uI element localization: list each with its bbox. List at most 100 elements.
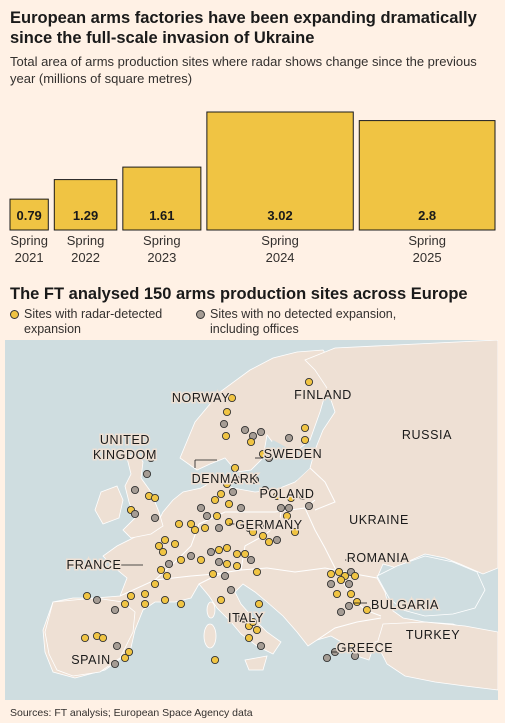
site-dot: [236, 613, 246, 623]
site-dot: [212, 511, 222, 521]
site-dot: [190, 525, 200, 535]
site-dot: [252, 567, 262, 577]
country-label-4: SWEDEN: [264, 447, 322, 461]
country-label-6: POLAND: [259, 487, 314, 501]
site-dot: [352, 597, 362, 607]
x-tick-label-2-0: Spring: [143, 233, 181, 248]
bar-chart: 0.79 Spring 2021 1.29 Spring 2022 1.61 Spring 20…: [9, 111, 496, 265]
site-dot: [216, 595, 226, 605]
bar-value-label-4: 2.8: [418, 208, 436, 223]
x-tick-label-2-1: 2023: [147, 250, 176, 265]
legend-no-expansion-swatch: [196, 310, 205, 319]
x-tick-label-3-0: Spring: [261, 233, 299, 248]
country-label-2-0: UNITED: [100, 433, 150, 447]
site-dot: [260, 485, 270, 495]
site-dot: [98, 633, 108, 643]
x-tick-label-1-0: Spring: [67, 233, 105, 248]
land-iberia: [44, 597, 136, 677]
site-dot: [240, 425, 250, 435]
site-dot: [154, 541, 164, 551]
site-dot: [224, 517, 234, 527]
site-dot: [110, 605, 120, 615]
bar-value-label-1: 1.29: [73, 208, 98, 223]
land-ireland: [94, 485, 124, 525]
site-dot: [142, 469, 152, 479]
x-tick-label-3-1: 2024: [266, 250, 295, 265]
land-sardinia: [203, 623, 217, 649]
x-tick-label-1-1: 2022: [71, 250, 100, 265]
site-dot: [220, 571, 230, 581]
country-label-8: UKRAINE: [349, 513, 409, 527]
site-dot: [350, 651, 360, 661]
bar-1: [53, 179, 118, 231]
site-dot: [332, 589, 342, 599]
bar-0: [9, 198, 49, 231]
site-dot: [146, 453, 156, 463]
site-dot: [164, 559, 174, 569]
site-dot: [214, 545, 224, 555]
site-dot: [156, 565, 166, 575]
x-tick-label-0-0: Spring: [10, 233, 48, 248]
land-sicily: [244, 655, 268, 671]
site-dot: [208, 569, 218, 579]
country-label-0: NORWAY: [172, 391, 230, 405]
country-label-3: DENMARK: [192, 472, 259, 486]
site-dot: [232, 549, 242, 559]
site-dot: [334, 567, 344, 577]
bar-4: [358, 120, 496, 231]
country-label-5: RUSSIA: [402, 428, 452, 442]
site-dot: [160, 595, 170, 605]
site-dot: [82, 591, 92, 601]
country-label-7: GERMANY: [235, 518, 302, 532]
country-label-1: FINLAND: [294, 388, 352, 402]
bar-2: [122, 166, 202, 231]
site-dot: [232, 475, 242, 485]
site-dot: [210, 655, 220, 665]
site-dot: [284, 503, 294, 513]
site-dot: [126, 591, 136, 601]
site-dot: [236, 503, 246, 513]
site-dot: [256, 641, 266, 651]
sea-black-sea: [376, 555, 486, 617]
site-dot: [272, 535, 282, 545]
country-label-15: SPAIN: [71, 653, 111, 667]
site-dot: [160, 535, 170, 545]
site-dot: [336, 607, 346, 617]
site-dot: [322, 653, 332, 663]
country-label-14: GREECE: [337, 641, 393, 655]
site-dot: [276, 503, 286, 513]
country-label-13: TURKEY: [406, 628, 460, 642]
site-dot: [362, 605, 372, 615]
site-dot: [286, 493, 296, 503]
site-dot: [344, 601, 354, 611]
site-dot: [250, 475, 260, 485]
site-dot: [264, 537, 274, 547]
x-tick-label-4-1: 2025: [413, 250, 442, 265]
site-dot: [222, 543, 232, 553]
site-dot: [326, 579, 336, 589]
site-dot: [150, 513, 160, 523]
site-dot: [304, 501, 314, 511]
site-dot: [80, 633, 90, 643]
land-anatolia: [376, 621, 498, 691]
site-dot: [300, 435, 310, 445]
site-dot: [236, 519, 246, 529]
site-dot: [254, 599, 264, 609]
country-label-10: ROMANIA: [347, 551, 410, 565]
site-dot: [262, 521, 272, 531]
site-dot: [150, 493, 160, 503]
x-tick-label-4-0: Spring: [408, 233, 446, 248]
site-dot: [304, 377, 314, 387]
bar-value-label-0: 0.79: [16, 208, 41, 223]
chart-subtitle: Total area of arms production sites wher…: [10, 54, 477, 86]
site-dot: [244, 633, 254, 643]
source-note: Sources: FT analysis; European Space Age…: [10, 707, 253, 719]
site-dot: [256, 427, 266, 437]
site-dot: [150, 579, 160, 589]
site-dot: [112, 641, 122, 651]
site-dot: [214, 557, 224, 567]
site-dot: [298, 491, 308, 501]
country-label-9: FRANCE: [67, 558, 122, 572]
